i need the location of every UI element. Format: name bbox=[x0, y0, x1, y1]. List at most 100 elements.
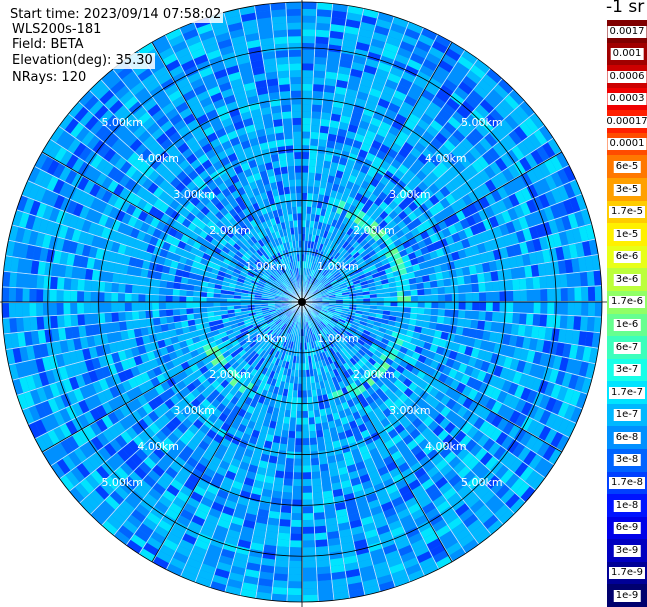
ppi-range-bin bbox=[473, 199, 484, 212]
ppi-range-bin bbox=[362, 213, 371, 223]
ray-separator bbox=[301, 301, 546, 479]
ppi-range-bin bbox=[488, 331, 498, 343]
ppi-range-bin bbox=[463, 275, 472, 285]
ppi-range-bin bbox=[268, 347, 275, 356]
ppi-range-bin bbox=[37, 330, 47, 344]
ppi-range-bin bbox=[348, 390, 357, 400]
ppi-range-bin bbox=[269, 370, 276, 379]
ppi-range-bin bbox=[216, 403, 226, 413]
ppi-range-bin bbox=[295, 438, 302, 446]
ppi-range-bin bbox=[206, 306, 214, 312]
ppi-range-bin bbox=[521, 401, 533, 416]
ppi-range-bin bbox=[131, 284, 140, 294]
ppi-range-bin bbox=[330, 161, 339, 171]
ppi-range-bin bbox=[308, 424, 316, 432]
ppi-range-bin bbox=[200, 473, 213, 485]
ppi-range-bin bbox=[374, 133, 385, 144]
ppi-range-bin bbox=[555, 342, 565, 357]
ppi-range-bin bbox=[465, 302, 473, 311]
ppi-range-bin bbox=[263, 312, 271, 317]
ppi-range-bin bbox=[424, 302, 432, 309]
ppi-range-bin bbox=[326, 286, 334, 291]
ppi-range-bin bbox=[525, 470, 540, 486]
ppi-range-bin bbox=[47, 429, 60, 446]
ppi-range-bin bbox=[474, 504, 490, 519]
ppi-range-bin bbox=[454, 240, 464, 251]
ppi-range-bin bbox=[416, 71, 431, 84]
ppi-range-bin bbox=[431, 294, 439, 302]
ppi-range-bin bbox=[367, 94, 380, 105]
ppi-range-bin bbox=[173, 282, 181, 290]
ppi-range-bin bbox=[423, 199, 434, 210]
ppi-range-bin bbox=[314, 416, 322, 425]
ppi-range-bin bbox=[347, 329, 356, 336]
ppi-range-bin bbox=[343, 32, 358, 42]
ppi-range-bin bbox=[425, 484, 439, 496]
ppi-range-bin bbox=[257, 585, 273, 594]
ppi-range-bin bbox=[397, 107, 411, 119]
ppi-range-bin bbox=[329, 266, 336, 273]
ppi-range-bin bbox=[326, 239, 333, 248]
ppi-range-bin bbox=[357, 227, 366, 236]
ppi-range-bin bbox=[435, 346, 445, 356]
ppi-range-bin bbox=[206, 297, 214, 302]
ray-separator bbox=[301, 285, 602, 303]
ppi-range-bin bbox=[192, 296, 200, 302]
ppi-range-bin bbox=[84, 280, 92, 291]
ppi-range-bin bbox=[258, 357, 265, 365]
ppi-range-bin bbox=[355, 41, 370, 52]
ppi-range-bin bbox=[243, 332, 251, 340]
ppi-range-bin bbox=[569, 196, 581, 213]
ppi-range-bin bbox=[313, 279, 318, 286]
ppi-range-bin bbox=[403, 557, 419, 569]
ppi-range-bin bbox=[455, 382, 467, 394]
ppi-range-bin bbox=[324, 510, 337, 519]
ppi-range-bin bbox=[127, 329, 136, 339]
ppi-range-bin bbox=[302, 97, 312, 105]
ppi-range-bin bbox=[496, 172, 509, 186]
ppi-range-bin bbox=[324, 271, 331, 278]
ppi-range-bin bbox=[376, 524, 390, 536]
ppi-range-bin bbox=[359, 195, 369, 205]
ppi-range-bin bbox=[361, 515, 374, 526]
ppi-range-bin bbox=[371, 354, 380, 362]
ppi-range-bin bbox=[405, 266, 414, 274]
ppi-range-bin bbox=[161, 454, 174, 467]
ppi-range-bin bbox=[378, 495, 391, 506]
ppi-range-bin bbox=[207, 353, 217, 362]
ppi-range-bin bbox=[165, 295, 173, 302]
ppi-range-bin bbox=[152, 464, 165, 477]
ppi-range-bin bbox=[400, 323, 409, 330]
ppi-range-bin bbox=[272, 483, 283, 492]
ppi-range-bin bbox=[351, 61, 365, 72]
ppi-range-bin bbox=[471, 160, 484, 174]
ppi-range-bin bbox=[344, 25, 360, 36]
ppi-range-bin bbox=[555, 246, 565, 261]
ppi-range-bin bbox=[408, 532, 423, 545]
ppi-range-bin bbox=[29, 274, 38, 289]
ppi-range-bin bbox=[586, 271, 595, 286]
ppi-range-bin bbox=[551, 171, 564, 188]
ppi-range-bin bbox=[420, 348, 430, 357]
ppi-range-bin bbox=[365, 246, 374, 254]
ppi-range-bin bbox=[424, 308, 432, 316]
ppi-range-bin bbox=[182, 533, 197, 545]
ppi-range-bin bbox=[350, 168, 360, 178]
ppi-range-bin bbox=[348, 512, 361, 522]
ppi-range-bin bbox=[221, 314, 229, 320]
ppi-range-bin bbox=[342, 233, 350, 242]
ppi-range-bin bbox=[448, 368, 458, 379]
ppi-range-bin bbox=[36, 387, 48, 403]
ppi-range-bin bbox=[531, 377, 542, 392]
ppi-range-bin bbox=[368, 346, 377, 354]
ppi-range-bin bbox=[344, 334, 352, 341]
ppi-range-bin bbox=[51, 462, 65, 479]
ppi-range-bin bbox=[470, 274, 479, 284]
ppi-range-bin bbox=[297, 397, 302, 405]
ppi-range-bin bbox=[180, 509, 194, 521]
ppi-range-bin bbox=[263, 544, 277, 553]
ppi-range-bin bbox=[429, 194, 440, 206]
ppi-range-bin bbox=[328, 225, 335, 234]
ppi-range-bin bbox=[448, 243, 458, 253]
ppi-range-bin bbox=[108, 342, 118, 354]
